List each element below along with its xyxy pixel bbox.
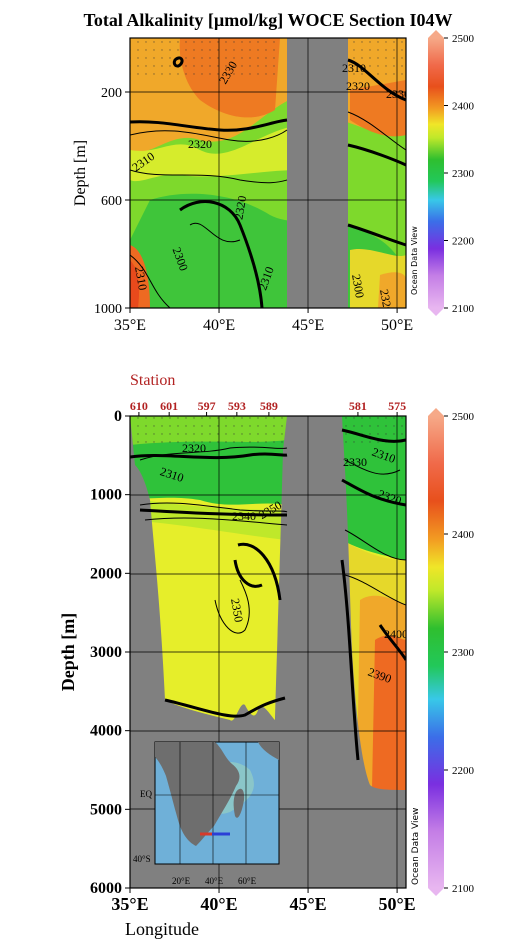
watermark: Ocean Data View: [410, 226, 419, 295]
y-tick-label: 5000: [90, 801, 122, 818]
inset-lon-label: 20°E: [172, 876, 191, 886]
x-tick-label: 50°E: [381, 317, 413, 334]
station-label: 581: [349, 399, 367, 413]
contour-label: 2340: [232, 509, 256, 523]
colorbar-tick-label: 2100: [452, 303, 475, 315]
contour-label: 2310: [132, 265, 150, 291]
x-tick-label: 40°E: [200, 894, 237, 914]
lower-axis-ticks: 35°E 40°E 45°E 50°E 0 1000 2000 3000 4000 5000 600…: [90, 408, 416, 914]
contour-label: 2320: [346, 79, 370, 93]
colorbar-tick-label: 2100: [452, 883, 475, 895]
upper-plot: 2330 2320 2310 2300 2310 2320 2310 2320 …: [130, 38, 410, 314]
colorbar-tick-label: 2500: [452, 411, 475, 423]
y-tick-label: 0: [114, 408, 122, 425]
y-tick-label: 600: [101, 194, 122, 209]
contour-label: 2320: [188, 137, 212, 151]
station-label: 597: [198, 399, 216, 413]
inset-lat-label: EQ: [140, 789, 152, 799]
station-label: 593: [228, 399, 246, 413]
colorbar-tick-label: 2500: [452, 33, 475, 45]
contour-label: 2320: [231, 195, 249, 221]
upper-colorbar-ticks: 2100 2200 2300 2400 2500: [444, 33, 475, 315]
y-tick-label: 6000: [90, 880, 122, 897]
figure-title: Total Alkalinity [µmol/kg] WOCE Section …: [84, 10, 453, 30]
station-labels: 610 601 597 593 589 581 575: [130, 399, 406, 416]
colorbar-tick-label: 2200: [452, 765, 475, 777]
station-header: Station: [130, 372, 175, 389]
inset-map: EQ 40°S 20°E 40°E 60°E: [133, 741, 280, 886]
y-tick-label: 2000: [90, 565, 122, 582]
lower-xlabel: Longitude: [125, 919, 199, 939]
contour-label: 2310: [342, 61, 366, 75]
colorbar-tick-label: 2400: [452, 529, 475, 541]
upper-colorbar: [428, 30, 444, 316]
contour-label: 2400: [384, 627, 408, 641]
station-label: 589: [260, 399, 278, 413]
contour-label: 2320: [377, 288, 395, 314]
lower-colorbar-ticks: 2100 2200 2300 2400 2500: [444, 411, 475, 895]
contour-label: 2350: [228, 597, 246, 623]
colorbar-tick-label: 2300: [452, 647, 475, 659]
upper-plot-frame: [129, 37, 407, 309]
y-tick-label: 4000: [90, 723, 122, 740]
x-tick-label: 45°E: [289, 894, 326, 914]
y-tick-label: 1000: [94, 302, 122, 317]
colorbar-tick-label: 2300: [452, 168, 475, 180]
y-tick-label: 1000: [90, 487, 122, 504]
upper-ylabel: Depth [m]: [72, 140, 89, 206]
contour-label: 2300: [349, 273, 367, 299]
lower-plot: 2320 2310 2340 2350 2350 2310 2320 2330 …: [130, 416, 408, 888]
lower-ylabel: Depth [m]: [58, 613, 78, 692]
x-tick-label: 40°E: [203, 317, 235, 334]
station-label: 601: [160, 399, 178, 413]
colorbar-tick-label: 2400: [452, 101, 475, 113]
y-tick-label: 3000: [90, 644, 122, 661]
x-tick-label: 45°E: [292, 317, 324, 334]
contour-label: 2330: [343, 455, 367, 469]
watermark: Ocean Data View: [411, 808, 421, 885]
x-tick-label: 35°E: [114, 317, 146, 334]
contour-label: 2320: [182, 441, 206, 455]
inset-lon-label: 60°E: [238, 876, 257, 886]
upper-axis-ticks: 35°E 40°E 45°E 50°E 200 600 1000: [94, 86, 413, 334]
inset-lat-label: 40°S: [133, 854, 151, 864]
x-tick-label: 50°E: [378, 894, 415, 914]
lower-colorbar: [428, 408, 444, 896]
colorbar-tick-label: 2200: [452, 236, 475, 248]
contour-label: 2330: [386, 87, 410, 101]
station-label: 575: [388, 399, 406, 413]
inset-lon-label: 40°E: [205, 876, 224, 886]
x-tick-label: 35°E: [111, 894, 148, 914]
y-tick-label: 200: [101, 86, 122, 101]
station-label: 610: [130, 399, 148, 413]
